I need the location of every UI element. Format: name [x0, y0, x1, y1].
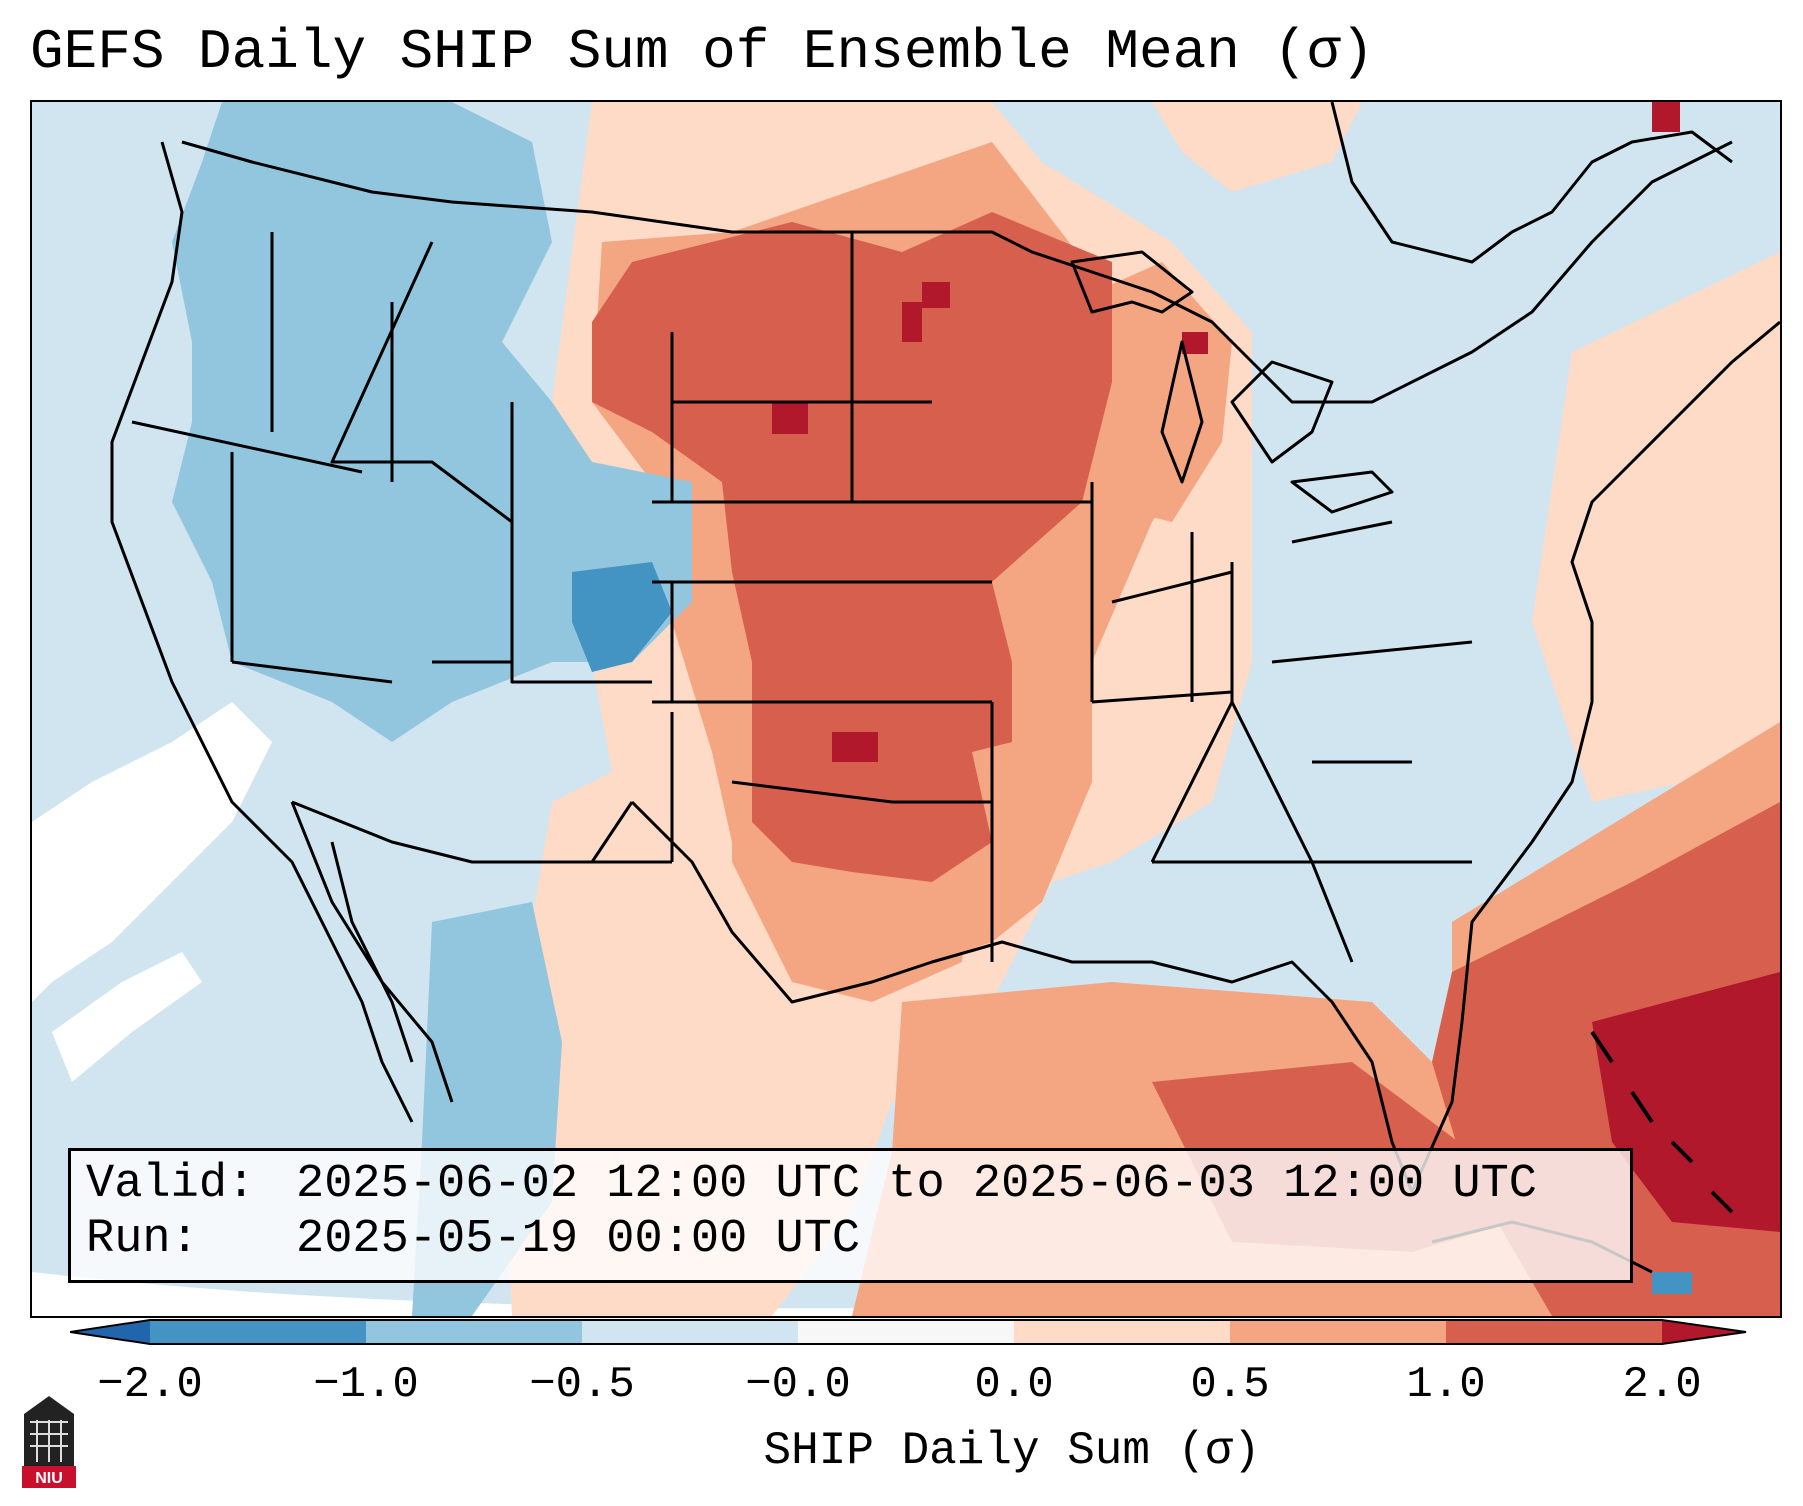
- positive-max-dakota-2: [772, 402, 808, 434]
- colorbar-extend-high: [1662, 1320, 1746, 1344]
- gulf-coast: [630, 800, 1414, 1193]
- colorbar-seg-0-05: [1014, 1320, 1230, 1344]
- map-title: GEFS Daily SHIP Sum of Ensemble Mean (σ): [30, 20, 1375, 84]
- run-label: Run:: [86, 1213, 199, 1266]
- valid-row: Valid: 2025-06-02 12:00 UTC to 2025-06-03…: [86, 1157, 1630, 1212]
- colorbar-seg-zero: [798, 1320, 1014, 1344]
- colorbar-seg-1-2: [1446, 1320, 1662, 1344]
- colorbar-tick-label: 0.0: [974, 1360, 1054, 1410]
- colorbar-tick-label: 2.0: [1622, 1360, 1702, 1410]
- logo-text: NIU: [35, 1470, 63, 1487]
- colorbar-tick-label: −0.0: [745, 1360, 851, 1410]
- bahamas-islands: [1590, 1030, 1734, 1214]
- state-line-ks: [652, 580, 992, 704]
- colorbar-label: SHIP Daily Sum (σ): [763, 1425, 1261, 1477]
- positive-strong-northern-plains: [592, 212, 1112, 822]
- state-line-ne: [652, 232, 992, 504]
- niu-logo: NIU: [22, 1396, 76, 1488]
- positive-max-oklahoma: [832, 732, 878, 762]
- atlantic-coast: [1410, 320, 1780, 1193]
- valid-value: 2025-06-02 12:00 UTC to 2025-06-03 12:00…: [296, 1158, 1538, 1211]
- near-zero-pacific-streak: [32, 702, 272, 1002]
- positive-light-northeast: [1152, 102, 1362, 192]
- us-canada-border: [181, 140, 1733, 404]
- valid-label: Valid:: [86, 1158, 256, 1211]
- colorbar-tick-label: −2.0: [97, 1360, 203, 1410]
- colorbar-seg-neg1-neg05: [366, 1320, 582, 1344]
- great-lakes: [1070, 250, 1394, 514]
- map-canvas: [32, 102, 1780, 1316]
- positive-max-maine: [1652, 102, 1680, 132]
- colorbar-tick-label: 0.5: [1190, 1360, 1270, 1410]
- positive-max-bahamas: [1592, 972, 1780, 1232]
- colorbar-tick-label: 1.0: [1406, 1360, 1486, 1410]
- colorbar-extend-low: [70, 1320, 150, 1344]
- colorbar-tick-label: −1.0: [313, 1360, 419, 1410]
- negative-strong-caribbean: [1652, 1272, 1692, 1294]
- validity-info-box: Valid: 2025-06-02 12:00 UTC to 2025-06-03…: [68, 1148, 1633, 1283]
- coastlines-and-borders: [110, 102, 1780, 1274]
- negative-moderate-northwest: [172, 102, 692, 742]
- state-line-midwest: [992, 482, 1473, 963]
- run-row: Run: 2025-05-19 00:00 UTC: [86, 1212, 1630, 1267]
- positive-max-dakota-1: [922, 282, 950, 308]
- run-value: 2025-05-19 00:00 UTC: [296, 1213, 861, 1266]
- canada-east: [1330, 102, 1733, 264]
- colorbar-tick-label: −0.5: [529, 1360, 635, 1410]
- colorbar: [70, 1319, 1747, 1345]
- anomaly-map: [30, 100, 1782, 1318]
- positive-max-michigan: [1182, 332, 1208, 354]
- positive-max-minnesota: [902, 302, 922, 342]
- colorbar-seg-05-1: [1230, 1320, 1446, 1344]
- state-line-west: [131, 232, 652, 684]
- us-west-coast: [110, 141, 414, 1123]
- colorbar-outline: [70, 1319, 1747, 1345]
- us-mexico-border: [291, 800, 634, 864]
- colorbar-seg-neg2-neg1: [150, 1320, 366, 1344]
- colorbar-seg-neg05-0: [582, 1320, 798, 1344]
- baja-peninsula: [290, 801, 454, 1103]
- state-line-ok-tx: [592, 702, 994, 962]
- positive-light-atlantic: [1532, 252, 1780, 802]
- near-zero-pacific-streak-2: [52, 952, 202, 1082]
- logo-banner: [22, 1466, 76, 1488]
- negative-strong-colorado: [572, 562, 672, 672]
- positive-strong-southern-plains: [752, 742, 992, 882]
